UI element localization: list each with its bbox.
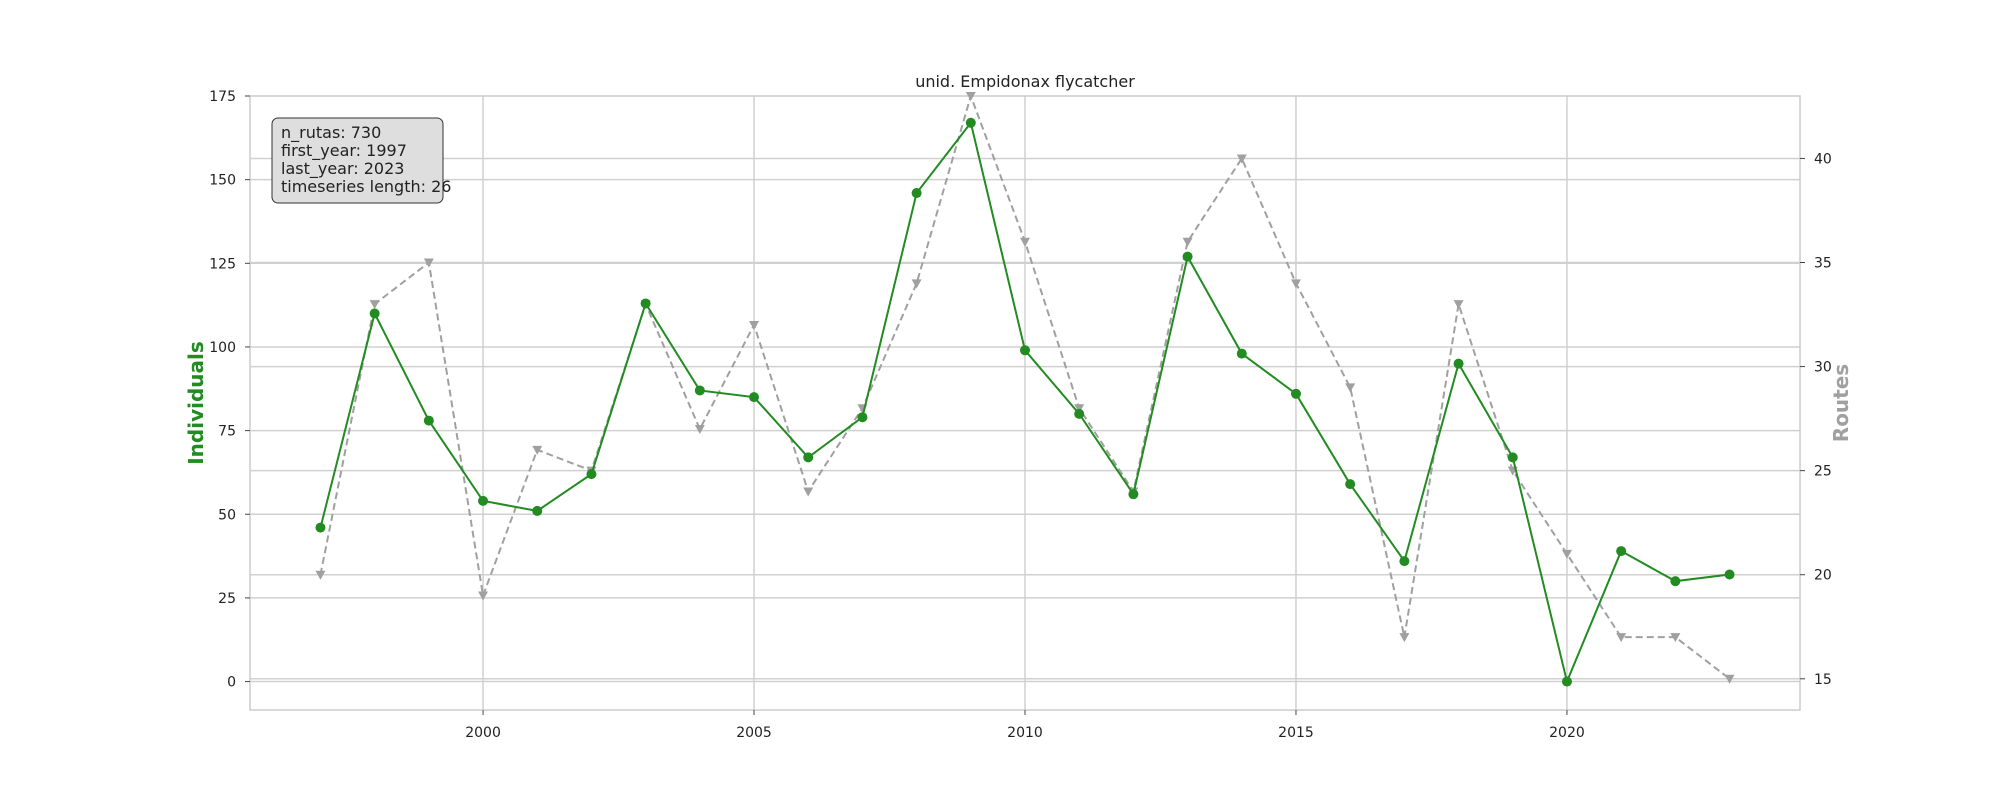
data-point-routes — [532, 445, 543, 455]
data-point-individuals — [1290, 388, 1301, 399]
y-axis-label-right: Routes — [1829, 364, 1853, 442]
data-point-individuals — [1128, 489, 1139, 500]
data-point-individuals — [1345, 479, 1356, 490]
data-point-individuals — [586, 469, 597, 480]
y-tick-label-left: 75 — [218, 424, 236, 440]
info-line-rutas: n_rutas: 730 — [281, 123, 381, 143]
data-point-individuals — [1724, 569, 1735, 580]
y-tick-label-right: 20 — [1814, 568, 1832, 584]
data-point-individuals — [640, 298, 651, 309]
data-point-individuals — [1020, 345, 1030, 356]
data-point-individuals — [1074, 408, 1085, 419]
y-tick-label-left: 175 — [209, 89, 236, 105]
data-point-individuals — [1399, 556, 1410, 567]
x-tick-label: 2015 — [1278, 725, 1314, 741]
y-tick-label-right: 15 — [1814, 672, 1832, 688]
y-tick-label-right: 40 — [1814, 151, 1832, 167]
info-line-timeseries-length: timeseries length: 26 — [281, 177, 451, 196]
y-tick-label-left: 150 — [209, 173, 236, 189]
data-point-routes — [1561, 549, 1572, 559]
data-point-individuals — [1182, 251, 1193, 262]
chart-title: unid. Empidonax flycatcher — [915, 72, 1135, 91]
data-point-routes — [1020, 237, 1030, 247]
data-point-individuals — [857, 412, 868, 423]
y-tick-label-left: 0 — [227, 675, 236, 691]
data-point-individuals — [1616, 546, 1627, 557]
series-individuals — [315, 117, 1735, 687]
data-point-routes — [911, 279, 922, 289]
y-tick-label-right: 35 — [1814, 256, 1832, 272]
y-tick-label-left: 50 — [218, 507, 236, 523]
axes: 2000 2005 2010 2015 2020 0 25 50 75 100 125 150 175 1… — [209, 89, 1832, 741]
x-tick-label: 2020 — [1549, 725, 1585, 741]
data-point-routes — [369, 300, 380, 310]
data-point-individuals — [749, 392, 760, 403]
data-point-routes — [1616, 633, 1627, 643]
data-point-individuals — [694, 385, 705, 396]
info-line-last-year: last_year: 2023 — [281, 159, 404, 179]
y-tick-label-left: 25 — [218, 591, 236, 607]
y-tick-label-left: 100 — [209, 340, 236, 356]
info-box: n_rutas: 730 first_year: 1997 last_year:… — [271, 117, 451, 204]
data-point-individuals — [1236, 348, 1247, 359]
data-point-routes — [1236, 154, 1247, 164]
data-point-individuals — [478, 495, 489, 506]
data-point-individuals — [1561, 676, 1572, 687]
grid-lines — [250, 96, 1800, 710]
data-point-individuals — [1670, 576, 1681, 587]
data-point-individuals — [1507, 452, 1518, 463]
y-axis-label-left: Individuals — [184, 341, 208, 465]
data-point-individuals — [315, 522, 326, 533]
data-point-individuals — [803, 452, 814, 463]
data-point-routes — [1074, 404, 1085, 414]
data-point-individuals — [965, 117, 976, 128]
info-box-background — [271, 117, 444, 204]
data-point-individuals — [1453, 358, 1464, 369]
data-point-individuals — [911, 188, 922, 199]
data-point-routes — [965, 92, 976, 101]
data-point-routes — [1182, 237, 1193, 247]
data-point-routes — [1399, 633, 1410, 643]
y-tick-label-right: 30 — [1814, 360, 1832, 376]
y-tick-label-right: 25 — [1814, 464, 1832, 480]
data-point-routes — [1724, 674, 1735, 684]
series — [315, 92, 1735, 687]
y-tick-label-left: 125 — [209, 256, 236, 272]
data-point-routes — [803, 487, 814, 497]
x-tick-label: 2005 — [736, 725, 772, 741]
data-point-routes — [1453, 300, 1464, 310]
x-tick-label: 2010 — [1007, 725, 1043, 741]
data-point-routes — [1345, 383, 1356, 393]
data-point-routes — [749, 320, 760, 330]
data-point-routes — [478, 591, 489, 601]
data-point-individuals — [369, 308, 380, 319]
data-point-routes — [1290, 279, 1301, 289]
data-point-routes — [423, 258, 434, 268]
data-point-routes — [694, 425, 705, 435]
data-point-routes — [315, 570, 326, 580]
data-point-routes — [1670, 633, 1681, 643]
data-point-individuals — [532, 505, 543, 516]
info-line-first-year: first_year: 1997 — [281, 141, 407, 161]
data-point-individuals — [423, 415, 434, 426]
x-tick-label: 2000 — [465, 725, 501, 741]
